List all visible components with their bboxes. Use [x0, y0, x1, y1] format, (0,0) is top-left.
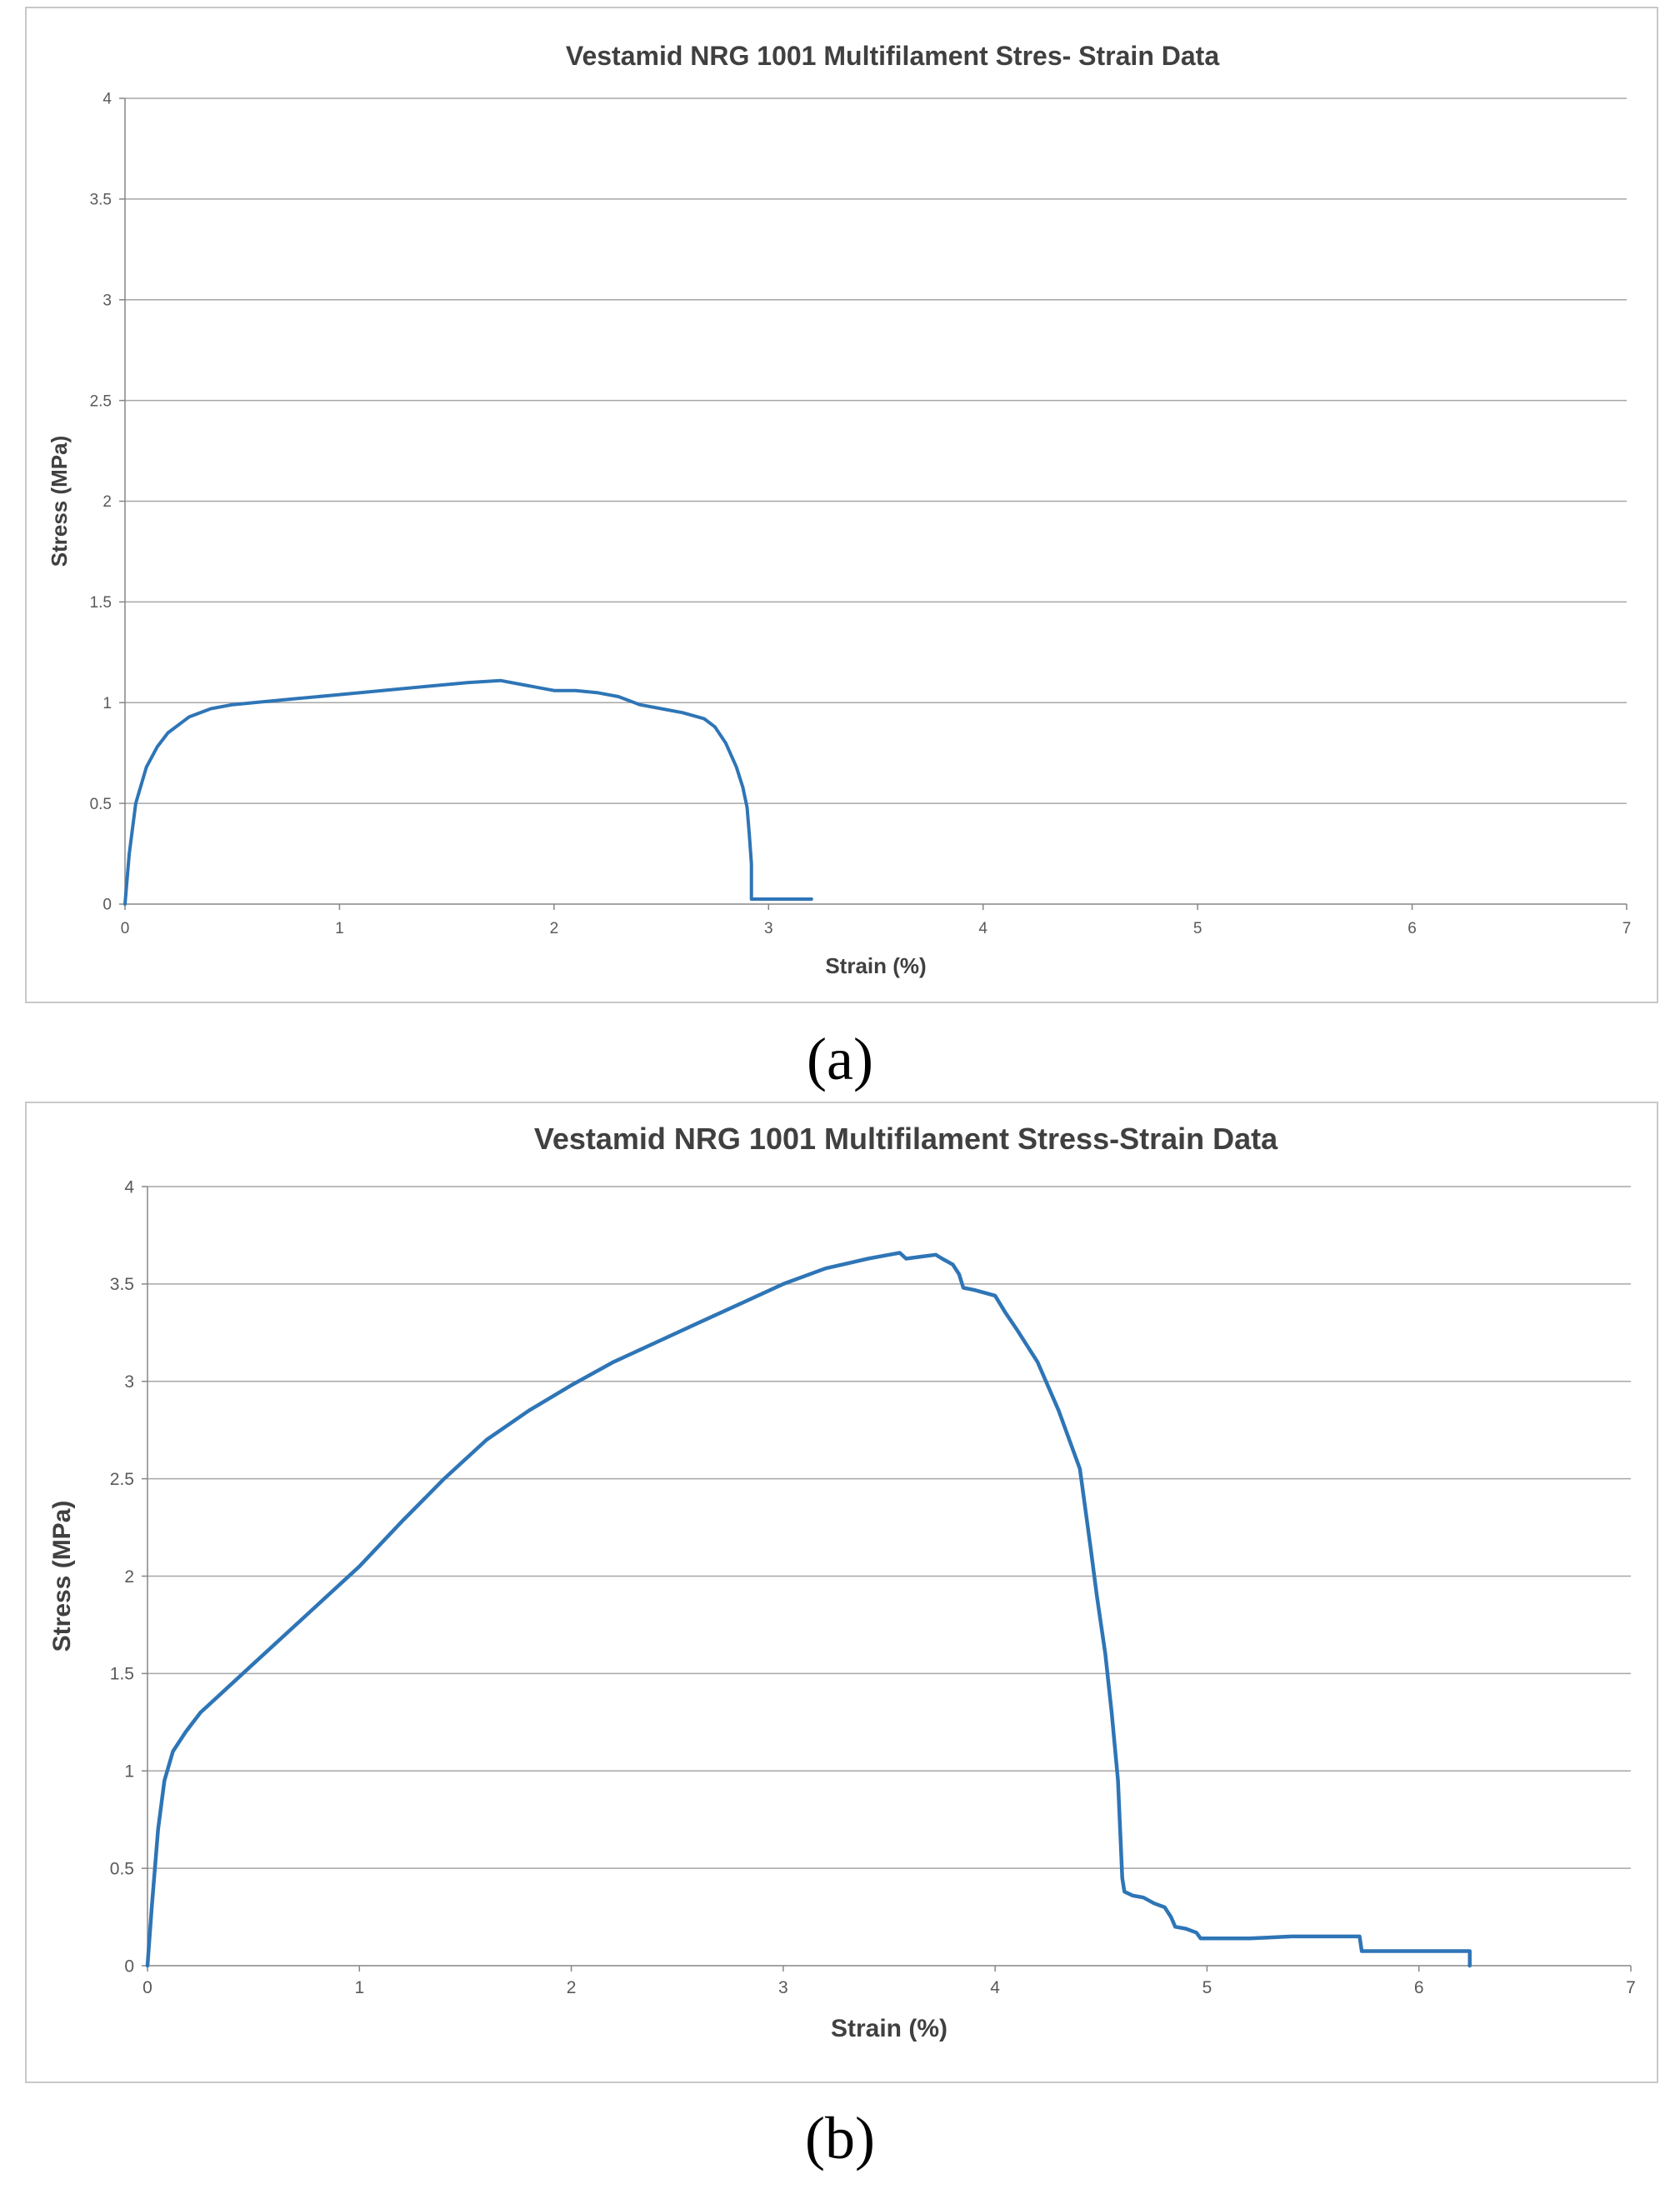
chart-a-x-axis-title: Strain (%)	[825, 953, 926, 978]
chart-a-x-tick-label: 2	[550, 920, 559, 937]
chart-b-y-tick-label: 0	[124, 1957, 134, 1976]
chart-b-x-tick-label: 5	[1202, 1978, 1212, 1997]
chart-b-title: Vestamid NRG 1001 Multifilament Stress-S…	[534, 1122, 1278, 1156]
chart-a-y-tick-label: 1.5	[90, 594, 112, 612]
chart-b-x-tick-label: 2	[567, 1978, 577, 1997]
chart-a-series-line	[123, 678, 813, 906]
chart-b-plot: Vestamid NRG 1001 Multifilament Stress-S…	[48, 1122, 1636, 2042]
chart-b-y-tick-label: 4	[124, 1177, 134, 1197]
chart-b-y-tick-label: 1	[124, 1762, 134, 1782]
chart-a-x-tick-label: 4	[978, 920, 988, 937]
chart-b-x-tick-label: 4	[990, 1978, 1000, 1997]
chart-b-x-tick-label: 0	[142, 1978, 152, 1997]
chart-b-x-axis-title: Strain (%)	[831, 2015, 948, 2042]
caption-b: (b)	[805, 2105, 875, 2172]
chart-b-x-tick-label: 1	[354, 1978, 364, 1997]
chart-a-plot: Vestamid NRG 1001 Multifilament Stres- S…	[47, 41, 1632, 978]
chart-a-y-tick-label: 2.5	[90, 392, 112, 410]
chart-b-x-tick-label: 6	[1414, 1978, 1424, 1997]
chart-b-y-tick-label: 2	[124, 1567, 134, 1587]
chart-a-frame: Vestamid NRG 1001 Multifilament Stres- S…	[25, 7, 1658, 1003]
chart-a-y-tick-label: 0.5	[90, 796, 112, 813]
chart-a-y-tick-label: 0	[102, 897, 112, 914]
chart-a-y-axis-title: Stress (MPa)	[47, 436, 72, 567]
chart-a-x-tick-label: 1	[335, 920, 344, 937]
chart-b-series-line	[145, 1251, 1472, 1968]
chart-b-frame: Vestamid NRG 1001 Multifilament Stress-S…	[25, 1102, 1658, 2083]
chart-b-y-tick-label: 2.5	[110, 1470, 134, 1489]
chart-b-y-axis-title: Stress (MPa)	[48, 1501, 76, 1652]
chart-a-title: Vestamid NRG 1001 Multifilament Stres- S…	[566, 41, 1219, 71]
chart-a-x-tick-label: 5	[1193, 920, 1202, 937]
chart-b-y-tick-label: 1.5	[110, 1665, 134, 1684]
chart-a-x-tick-label: 6	[1408, 920, 1417, 937]
chart-a-x-tick-label: 3	[764, 920, 773, 937]
chart-a-y-tick-label: 2	[102, 493, 112, 511]
chart-b-y-tick-label: 3.5	[110, 1275, 134, 1294]
chart-b-y-tick-label: 3	[124, 1372, 134, 1392]
caption-a: (a)	[807, 1026, 873, 1092]
chart-a-y-tick-label: 1	[102, 695, 112, 712]
chart-a-x-tick-label: 0	[121, 920, 130, 937]
chart-a-x-tick-label: 7	[1622, 920, 1632, 937]
chart-a-y-tick-label: 3	[102, 292, 112, 309]
chart-b-x-tick-label: 3	[778, 1978, 788, 1997]
chart-a-y-tick-label: 3.5	[90, 192, 112, 209]
chart-a-y-tick-label: 4	[102, 91, 112, 108]
chart-b-y-tick-label: 0.5	[110, 1859, 134, 1878]
chart-b-x-tick-label: 7	[1626, 1978, 1636, 1997]
